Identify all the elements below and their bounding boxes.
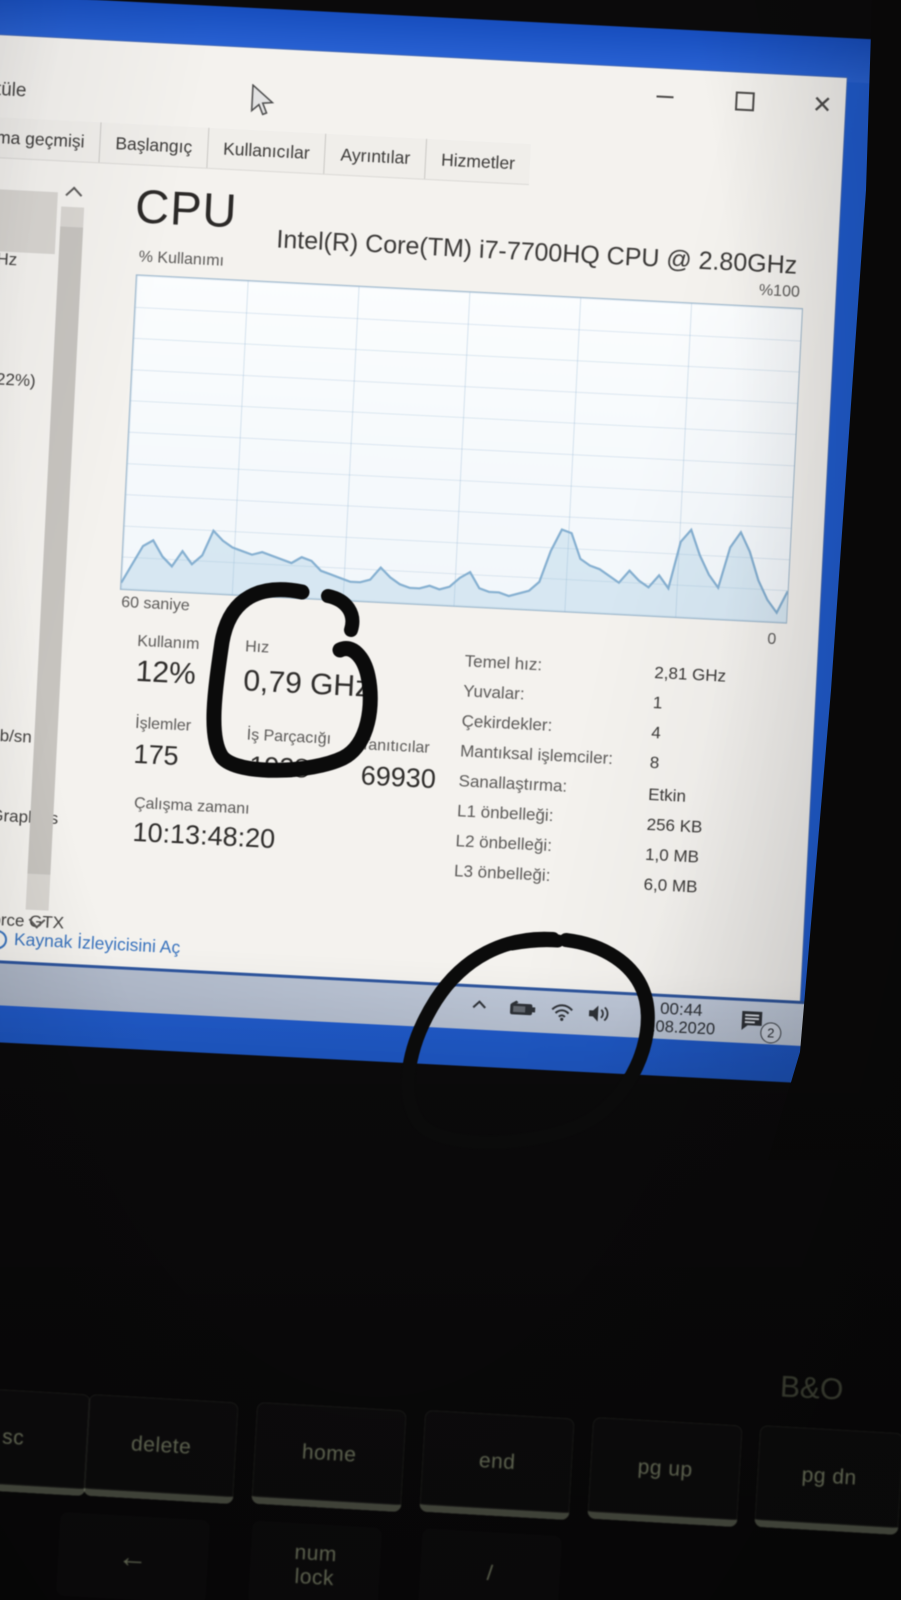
key-slash: / [486,1561,494,1586]
bo-speaker-logo: B&O [779,1370,845,1407]
task-manager-window: Görüntüle ✕ Uygulama geçmişi Başlangıç K… [0,27,847,1041]
cpu-usage-chart-svg [120,527,789,623]
key-delete: delete [83,1393,239,1505]
key-left-arrow: ← [116,1540,150,1575]
key-esc: sc [0,1385,91,1497]
key-end: end [419,1409,575,1521]
key-numlock: num lock [293,1540,338,1591]
cpu-usage-chart [119,274,804,624]
key-pgup: pg up [587,1416,743,1528]
mouse-cursor-icon [250,83,275,116]
key-home: home [251,1401,407,1513]
key-pgdn: pg dn [754,1424,901,1536]
notification-center-icon[interactable] [738,1009,765,1032]
